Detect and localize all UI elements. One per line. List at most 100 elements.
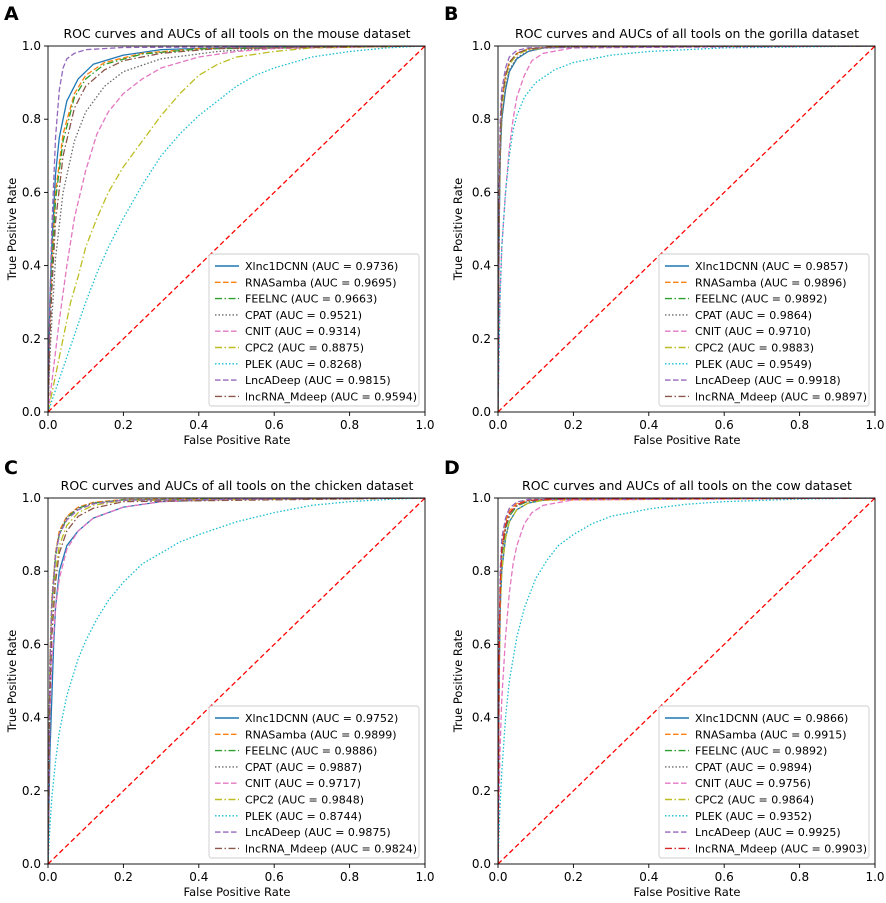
y-tick-label: 0.6 [472, 637, 491, 651]
plot-area: 0.0 0.2 0.4 0.6 0.8 1.0 0.0 0.2 0.4 0.6 0.8 1.0 Xlnc… [22, 491, 435, 884]
legend-entry: Xlnc1DCNN (AUC = 0.9736) [245, 260, 398, 273]
legend-box [658, 705, 870, 859]
roc-curve-lncrna-mdeep [48, 46, 425, 412]
y-axis-label: True Positive Rate [451, 178, 465, 281]
y-tick-label: 0.4 [472, 711, 491, 725]
y-tick-label: 0.0 [22, 405, 41, 419]
x-tick-label: 0.6 [715, 418, 734, 432]
y-tick-label: 0.2 [472, 784, 491, 798]
legend-entry: RNASamba (AUC = 0.9695) [245, 276, 397, 289]
y-tick-label: 1.0 [472, 491, 491, 505]
y-tick-label: 1.0 [22, 491, 41, 505]
curve-layer [48, 498, 425, 864]
roc-curve-plek [498, 498, 875, 864]
legend-entry: CNIT (AUC = 0.9756) [695, 777, 811, 790]
x-axis-label: False Positive Rate [634, 433, 741, 447]
roc-curve-cpc2 [48, 46, 425, 412]
panel-letter: C [4, 457, 18, 479]
legend-entry: lncRNA_Mdeep (AUC = 0.9594) [245, 390, 417, 403]
roc-curve-cnit [498, 46, 875, 412]
chart-title: ROC curves and AUCs of all tools on the … [61, 478, 414, 493]
x-tick-label: 0.4 [189, 418, 208, 432]
x-tick-label: 0.0 [488, 418, 507, 432]
legend-entry: CPAT (AUC = 0.9864) [695, 309, 812, 322]
y-tick-label: 0.4 [472, 259, 491, 273]
roc-curve-lncrna-mdeep [48, 498, 425, 864]
panel-A: A ROC curves and AUCs of all tools on th… [4, 3, 435, 447]
panel-C: C ROC curves and AUCs of all tools on th… [4, 457, 435, 899]
roc-curve-cnit [48, 46, 425, 412]
x-tick-label: 0.2 [114, 870, 133, 884]
curve-layer [48, 46, 425, 412]
panel-letter: B [444, 3, 458, 25]
roc-curve-lncrna-mdeep [498, 498, 875, 864]
panel-B: B ROC curves and AUCs of all tools on th… [444, 3, 885, 447]
y-tick-label: 0.4 [22, 711, 41, 725]
y-axis-label: True Positive Rate [5, 630, 19, 733]
y-tick-label: 0.8 [472, 564, 491, 578]
y-tick-label: 0.0 [22, 857, 41, 871]
roc-curve-plek [48, 498, 425, 864]
y-tick-label: 0.6 [22, 637, 41, 651]
y-tick-label: 1.0 [472, 39, 491, 53]
y-tick-label: 0.2 [22, 332, 41, 346]
x-tick-label: 0.6 [265, 870, 284, 884]
legend-entry: CPC2 (AUC = 0.9864) [695, 794, 814, 807]
y-tick-label: 0.6 [22, 185, 41, 199]
roc-curve-plek [498, 46, 875, 412]
x-tick-label: 1.0 [415, 870, 434, 884]
legend: Xlnc1DCNN (AUC = 0.9752) RNASamba (AUC = … [208, 705, 420, 859]
legend-entry: lncRNA_Mdeep (AUC = 0.9903) [695, 842, 867, 855]
legend-entry: CPC2 (AUC = 0.8875) [245, 342, 364, 355]
panel-letter: A [4, 3, 19, 25]
x-tick-label: 0.8 [340, 418, 359, 432]
legend-box [208, 705, 420, 859]
x-tick-label: 0.8 [790, 418, 809, 432]
legend-entry: Xlnc1DCNN (AUC = 0.9752) [245, 712, 398, 725]
chart-title: ROC curves and AUCs of all tools on the … [515, 26, 859, 41]
legend-entry: CPAT (AUC = 0.9887) [245, 761, 362, 774]
roc-curve-cpat [48, 46, 425, 412]
x-tick-label: 0.4 [189, 870, 208, 884]
legend-entry: lncRNA_Mdeep (AUC = 0.9897) [695, 390, 867, 403]
y-tick-label: 0.4 [22, 259, 41, 273]
y-tick-label: 0.0 [472, 405, 491, 419]
panel-D: D ROC curves and AUCs of all tools on th… [444, 457, 885, 899]
legend-entry: RNASamba (AUC = 0.9899) [245, 728, 397, 741]
x-axis-label: False Positive Rate [634, 885, 741, 899]
legend-entry: CPC2 (AUC = 0.9883) [695, 342, 814, 355]
legend-entry: CPAT (AUC = 0.9894) [695, 761, 812, 774]
x-tick-label: 1.0 [865, 870, 884, 884]
y-tick-label: 0.8 [22, 564, 41, 578]
legend-entry: FEELNC (AUC = 0.9892) [695, 293, 827, 306]
roc-curve-cnit [498, 498, 875, 864]
roc-curve-feelnc [48, 46, 425, 412]
x-tick-label: 0.0 [38, 870, 57, 884]
y-tick-label: 0.2 [22, 784, 41, 798]
legend-box [658, 253, 870, 407]
y-tick-label: 0.8 [22, 112, 41, 126]
x-tick-label: 0.0 [38, 418, 57, 432]
legend-entry: CPC2 (AUC = 0.9848) [245, 794, 364, 807]
curve-layer [498, 498, 875, 864]
legend-entry: FEELNC (AUC = 0.9886) [245, 745, 377, 758]
x-tick-label: 0.4 [639, 418, 658, 432]
legend-box [208, 253, 420, 407]
plot-area: 0.0 0.2 0.4 0.6 0.8 1.0 0.0 0.2 0.4 0.6 0.8 1.0 Xlnc… [22, 39, 435, 432]
x-tick-label: 0.6 [715, 870, 734, 884]
chart-title: ROC curves and AUCs of all tools on the … [63, 26, 410, 41]
legend-entry: FEELNC (AUC = 0.9663) [245, 293, 377, 306]
x-tick-label: 1.0 [415, 418, 434, 432]
roc-curve-lncadeep [48, 46, 425, 412]
x-axis-label: False Positive Rate [184, 885, 291, 899]
legend-entry: LncADeep (AUC = 0.9925) [695, 826, 841, 839]
legend-entry: CPAT (AUC = 0.9521) [245, 309, 362, 322]
x-tick-label: 1.0 [865, 418, 884, 432]
roc-curve-lncadeep [48, 498, 425, 864]
legend-entry: Xlnc1DCNN (AUC = 0.9866) [695, 712, 848, 725]
y-tick-label: 0.6 [472, 185, 491, 199]
x-tick-label: 0.8 [340, 870, 359, 884]
y-tick-label: 0.0 [472, 857, 491, 871]
x-tick-label: 0.2 [564, 418, 583, 432]
